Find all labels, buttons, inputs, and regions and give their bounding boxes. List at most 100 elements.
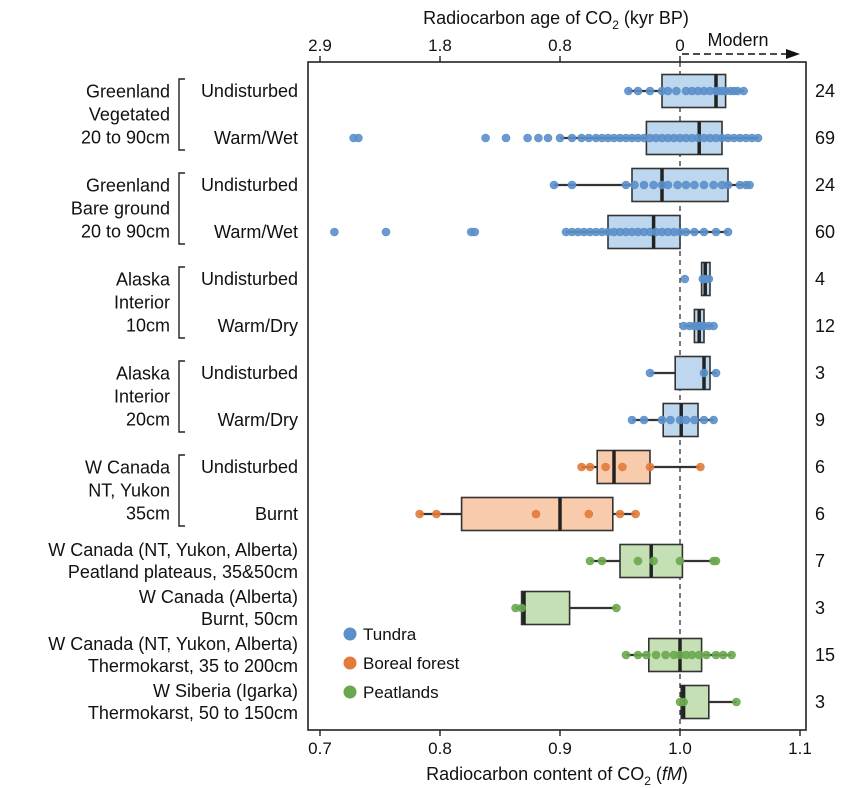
- data-point: [633, 650, 643, 660]
- top-tick-label: 1.8: [428, 36, 452, 55]
- box: [520, 590, 571, 626]
- top-tick-label: 2.9: [308, 36, 332, 55]
- sample-count: 3: [815, 363, 825, 383]
- top-tick-label: 0: [675, 36, 684, 55]
- data-point: [711, 650, 721, 660]
- data-point: [709, 321, 718, 331]
- row-sublabel: Undisturbed: [201, 81, 298, 101]
- data-point: [649, 556, 658, 566]
- data-point: [584, 509, 594, 519]
- group-label: Thermokarst, 35 to 200cm: [88, 656, 298, 676]
- x-axis-title-unit: fM: [662, 764, 682, 784]
- group-bracket: [178, 266, 185, 339]
- legend-label: Peatlands: [363, 683, 439, 702]
- data-point: [630, 180, 639, 190]
- group-label: Vegetated: [89, 105, 170, 125]
- row-sublabel: Warm/Dry: [218, 410, 298, 430]
- sample-count: 9: [815, 410, 825, 430]
- data-point: [723, 180, 733, 190]
- group-bracket: [178, 78, 185, 151]
- group-label: Interior: [114, 293, 170, 313]
- group-label: Bare ground: [71, 199, 170, 219]
- data-point: [690, 180, 699, 190]
- data-point: [597, 556, 607, 566]
- group-label: 35cm: [126, 504, 170, 524]
- modern-arrow-head: [786, 49, 800, 59]
- data-point: [470, 227, 480, 237]
- data-point: [354, 133, 363, 143]
- top-axis-title: Radiocarbon age of CO2 (kyr BP): [423, 8, 689, 32]
- data-point: [679, 697, 688, 707]
- group-label: W Canada: [85, 458, 171, 478]
- data-point: [711, 227, 721, 237]
- row-sublabel: Warm/Dry: [218, 316, 298, 336]
- group-label: Alaska: [116, 364, 171, 384]
- data-point: [649, 180, 658, 190]
- data-point: [704, 274, 714, 284]
- data-point: [661, 650, 670, 660]
- data-point: [639, 180, 649, 190]
- data-point: [739, 86, 748, 96]
- top-axis-title-end: (kyr BP): [619, 8, 689, 28]
- x-tick-label: 0.8: [428, 739, 452, 758]
- data-point: [681, 180, 691, 190]
- data-point: [415, 509, 424, 519]
- data-point: [690, 415, 699, 425]
- data-point: [633, 86, 643, 96]
- data-point: [601, 462, 610, 472]
- data-point: [699, 227, 709, 237]
- modern-label: Modern: [707, 30, 768, 50]
- data-point: [567, 133, 577, 143]
- row-sublabel: Undisturbed: [201, 269, 298, 289]
- data-point: [711, 368, 721, 378]
- sample-count: 6: [815, 504, 825, 524]
- data-point: [517, 603, 526, 613]
- x-axis-title: Radiocarbon content of CO2 (fM): [426, 764, 688, 788]
- data-point: [584, 133, 594, 143]
- group-label: Peatland plateaus, 35&50cm: [68, 562, 298, 582]
- data-point: [381, 227, 391, 237]
- x-axis-title-end: ): [682, 764, 688, 784]
- group-label: 20cm: [126, 410, 170, 430]
- legend-label: Tundra: [363, 625, 417, 644]
- x-axis-title-text: Radiocarbon content of CO: [426, 764, 644, 784]
- group-label: 20 to 90cm: [81, 128, 170, 148]
- data-point: [631, 509, 640, 519]
- data-point: [673, 180, 682, 190]
- sample-count: 12: [815, 316, 835, 336]
- top-axis-title-text: Radiocarbon age of CO: [423, 8, 612, 28]
- group-label: Greenland: [86, 176, 170, 196]
- points-group: [330, 86, 763, 707]
- sample-count: 60: [815, 222, 835, 242]
- sample-count: 24: [815, 175, 835, 195]
- row-sublabel: Undisturbed: [201, 175, 298, 195]
- data-point: [645, 86, 655, 96]
- data-point: [543, 133, 553, 143]
- data-point: [585, 462, 595, 472]
- data-point: [615, 509, 625, 519]
- data-point: [699, 368, 709, 378]
- plot-frame: [307, 61, 807, 731]
- x-tick-label: 1.1: [788, 739, 812, 758]
- data-point: [645, 368, 655, 378]
- data-point: [642, 650, 651, 660]
- data-point: [624, 86, 633, 96]
- group-label: 20 to 90cm: [81, 222, 170, 242]
- sample-count: 3: [815, 598, 825, 618]
- data-point: [681, 415, 691, 425]
- data-point: [699, 415, 709, 425]
- data-point: [501, 133, 511, 143]
- data-point: [627, 415, 637, 425]
- data-point: [687, 650, 697, 660]
- data-point: [555, 133, 565, 143]
- x-tick-label: 1.0: [668, 739, 692, 758]
- data-point: [681, 227, 691, 237]
- group-label: W Canada (NT, Yukon, Alberta): [48, 540, 298, 560]
- data-point: [699, 180, 709, 190]
- x-axis-title-mid: (: [651, 764, 662, 784]
- legend-marker: [343, 627, 357, 641]
- data-point: [432, 509, 441, 519]
- data-point: [330, 227, 339, 237]
- data-point: [633, 556, 643, 566]
- row-sublabel: Warm/Wet: [214, 222, 298, 242]
